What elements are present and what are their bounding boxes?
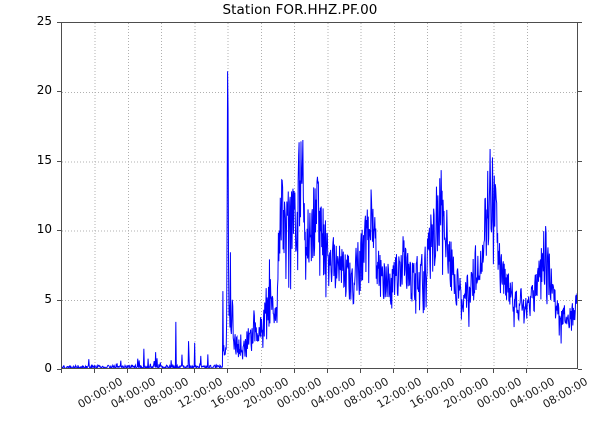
y-tick-label: 20 [36, 83, 52, 98]
x-tick-mark [94, 369, 96, 373]
y-tick-label: 25 [36, 14, 52, 28]
y-tick-label: 0 [44, 361, 52, 375]
chart-title: Station FOR.HHZ.PF.00 [222, 2, 378, 18]
x-tick-mark [260, 369, 262, 373]
x-tick-mark [360, 369, 362, 373]
y-tick-mark-right [578, 230, 582, 232]
x-tick-mark [393, 369, 395, 373]
x-tick-mark [459, 369, 461, 373]
data-series-line [62, 71, 577, 368]
y-tick-mark [57, 299, 61, 301]
y-tick-mark-right [578, 369, 582, 370]
y-tick-mark-right [578, 22, 582, 23]
y-tick-mark-right [578, 160, 582, 162]
x-tick-mark [326, 369, 328, 373]
y-tick-label: 10 [36, 222, 52, 237]
y-tick-label: 15 [36, 152, 52, 167]
x-tick-mark [227, 369, 229, 373]
y-tick-mark [57, 369, 61, 370]
x-tick-mark [193, 369, 195, 373]
plot-area [61, 22, 578, 369]
y-tick-mark-right [578, 91, 582, 93]
x-tick-mark [493, 369, 495, 373]
x-tick-mark [293, 369, 295, 373]
x-tick-mark [160, 369, 162, 373]
x-tick-mark [426, 369, 428, 373]
y-tick-mark-right [578, 299, 582, 301]
y-tick-mark [57, 91, 61, 93]
grid-lines [62, 23, 577, 368]
x-tick-mark [61, 369, 62, 373]
x-tick-mark [526, 369, 528, 373]
y-tick-mark [57, 230, 61, 232]
y-tick-mark [57, 160, 61, 162]
y-tick-mark [57, 22, 61, 23]
x-tick-mark [127, 369, 129, 373]
y-tick-label: 5 [44, 291, 52, 306]
